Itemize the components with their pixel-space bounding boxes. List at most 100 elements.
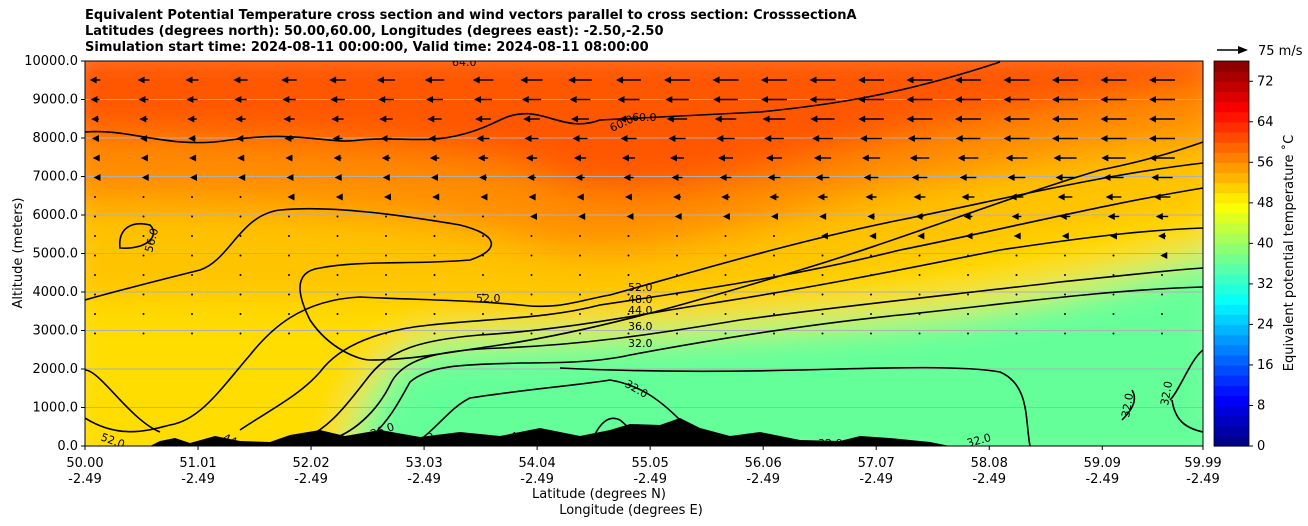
wind-vector xyxy=(724,293,727,296)
wind-vector xyxy=(809,96,836,103)
y-tick-label: 7000.0 xyxy=(33,170,79,185)
wind-vector xyxy=(1100,76,1127,84)
wind-vector xyxy=(809,76,836,84)
wind-vector xyxy=(669,154,685,162)
wind-vector xyxy=(385,215,387,218)
wind-vector xyxy=(676,254,678,257)
wind-vector xyxy=(773,293,775,296)
wind-vector xyxy=(283,115,295,123)
wind-vector xyxy=(94,313,96,315)
wind-vector xyxy=(713,96,738,103)
x-axis: 50.00-2.4951.01-2.4952.02-2.4953.03-2.49… xyxy=(66,446,1222,487)
wind-vector xyxy=(331,115,344,123)
wind-vector xyxy=(376,76,396,84)
y-tick-label: 8000.0 xyxy=(33,131,79,146)
colorbar-frame xyxy=(1213,60,1250,447)
wind-vector xyxy=(773,313,775,315)
wind-vector xyxy=(91,115,99,123)
wind-vector xyxy=(812,135,833,142)
wind-vector xyxy=(433,254,436,257)
wind-vector xyxy=(627,235,630,237)
wind-vector xyxy=(664,76,690,84)
contour-label: 52.0 xyxy=(628,281,653,294)
wind-vector xyxy=(142,215,145,218)
wind-vector xyxy=(1158,232,1166,240)
wind-vector xyxy=(336,254,339,257)
contour-line xyxy=(85,141,1203,361)
wind-vector xyxy=(627,332,630,335)
y-tick-label: 1000.0 xyxy=(33,401,79,416)
contour-label: 32.0 xyxy=(1119,392,1136,418)
wind-vector xyxy=(336,293,339,296)
wind-vector xyxy=(761,96,787,103)
wind-vector xyxy=(915,213,924,220)
contour-label: 48.0 xyxy=(628,293,653,306)
wind-vector xyxy=(385,293,387,296)
wind-vector xyxy=(1103,174,1124,181)
colorbar-level xyxy=(1214,324,1249,336)
wind-vector xyxy=(1149,96,1175,103)
wind-vector xyxy=(918,313,921,315)
wind-vector xyxy=(285,154,293,162)
wind-vector xyxy=(94,254,96,257)
wind-vector xyxy=(530,254,533,257)
wind-vector xyxy=(190,174,198,181)
x-tick-label-lat: 57.07 xyxy=(858,456,895,471)
wind-vector xyxy=(92,154,100,162)
colorbar-level xyxy=(1214,263,1249,275)
y-tick-label: 6000.0 xyxy=(33,208,79,223)
wind-vector xyxy=(140,154,148,162)
wind-vector xyxy=(191,274,193,276)
wind-vector xyxy=(761,76,787,84)
wind-vector xyxy=(1100,135,1127,142)
wind-vector xyxy=(89,76,101,84)
wind-vector xyxy=(385,235,387,237)
contour-label: 32.0 xyxy=(965,431,992,450)
wind-vector xyxy=(1100,96,1127,103)
wind-vector xyxy=(142,313,145,315)
colorbar-level xyxy=(1214,111,1249,123)
colorbar-tick-label: 56 xyxy=(1257,155,1274,170)
wind-vector xyxy=(473,96,493,103)
colorbar-level xyxy=(1214,152,1249,163)
wind-vector xyxy=(817,193,828,201)
wind-vector xyxy=(821,254,824,257)
wind-vector xyxy=(1011,213,1022,220)
wind-vector xyxy=(94,235,96,237)
quiver-key-arrowhead xyxy=(1238,46,1248,54)
quiver-key: 75 m/s xyxy=(1217,44,1303,59)
wind-vector xyxy=(191,332,193,335)
wind-vector xyxy=(676,313,678,315)
wind-vector xyxy=(765,154,783,162)
wind-vector xyxy=(870,332,872,335)
wind-vector xyxy=(191,235,193,237)
colorbar-level xyxy=(1214,405,1249,417)
wind-vector xyxy=(1005,154,1028,162)
wind-vector xyxy=(433,274,436,276)
contour-label: 60.0 xyxy=(632,111,657,124)
wind-vector xyxy=(90,96,100,103)
colorbar-tick-label: 24 xyxy=(1257,317,1274,332)
wind-vector xyxy=(333,154,342,162)
contour-line xyxy=(119,223,155,249)
wind-vector xyxy=(967,293,969,296)
wind-vector xyxy=(335,193,343,201)
wind-vector xyxy=(578,213,586,220)
wind-vector xyxy=(433,215,436,218)
wind-vector xyxy=(137,76,150,84)
wind-vector xyxy=(712,76,739,84)
wind-vector xyxy=(336,235,339,237)
colorbar-level xyxy=(1214,283,1249,295)
wind-vector xyxy=(424,76,445,84)
wind-vector xyxy=(955,76,981,84)
wind-vector xyxy=(571,115,589,123)
wind-vector xyxy=(955,96,981,103)
wind-vector xyxy=(288,274,290,276)
terrain xyxy=(150,418,950,446)
wind-vector xyxy=(1151,174,1173,181)
wind-vector xyxy=(867,213,875,220)
wind-vector xyxy=(911,174,928,181)
wind-vector xyxy=(858,76,884,84)
wind-vector xyxy=(142,235,145,237)
wind-vector xyxy=(617,96,640,103)
